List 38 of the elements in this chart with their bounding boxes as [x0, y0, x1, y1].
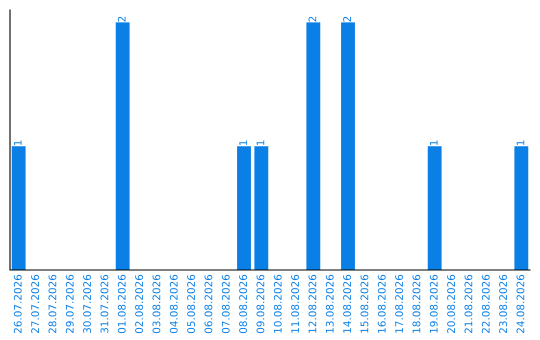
x-tick-label: 22.08.2026 [482, 274, 490, 334]
x-tick-label: 13.08.2026 [326, 274, 334, 333]
x-tick-label: 23.08.2026 [499, 274, 508, 334]
x-tick-label: 14.08.2026 [343, 274, 352, 333]
x-tick-label: 16.08.2026 [378, 274, 386, 333]
data-label: 1 [430, 140, 438, 146]
x-tick-label: 04.08.2026 [170, 274, 178, 334]
x-tick-label: 12.08.2026 [308, 274, 316, 333]
x-tick-label: 18.08.2026 [412, 274, 420, 333]
data-label: 2 [308, 16, 316, 22]
data-label: 1 [239, 140, 247, 146]
x-tick-label: 11.08.2026 [291, 274, 300, 333]
x-tick-label: 08.08.2026 [239, 274, 248, 334]
data-label: 2 [118, 16, 126, 22]
x-tick-label: 05.08.2026 [187, 274, 196, 334]
x-tick-label: 01.08.2026 [118, 274, 126, 334]
x-tick-label: 09.08.2026 [256, 274, 264, 334]
x-tick-label: 15.08.2026 [360, 274, 368, 333]
x-tick-label: 21.08.2026 [464, 274, 472, 334]
x-tick-label: 31.07.2026 [100, 274, 108, 334]
x-tick-label: 29.07.2026 [66, 274, 74, 334]
x-tick-label: 24.08.2026 [516, 274, 524, 334]
x-tick-label: 30.07.2026 [83, 274, 92, 334]
x-tick-label: 19.08.2026 [430, 274, 438, 333]
x-tick-label: 28.07.2026 [48, 274, 56, 334]
data-label: 1 [256, 140, 264, 146]
x-tick-label: 03.08.2026 [152, 274, 160, 334]
x-tick-label: 02.08.2026 [135, 274, 144, 334]
x-tick-label: 10.08.2026 [274, 274, 282, 333]
data-label: 1 [516, 140, 524, 146]
x-tick-label: 17.08.2026 [395, 274, 404, 333]
data-label: 1 [14, 140, 22, 146]
x-tick-label: 26.07.2026 [14, 274, 22, 334]
x-tick-label: 20.08.2026 [447, 274, 456, 334]
x-tick-label: 27.07.2026 [31, 274, 40, 334]
x-tick-label: 07.08.2026 [222, 274, 230, 334]
data-label: 2 [343, 16, 351, 22]
x-tick-label: 06.08.2026 [204, 274, 212, 334]
